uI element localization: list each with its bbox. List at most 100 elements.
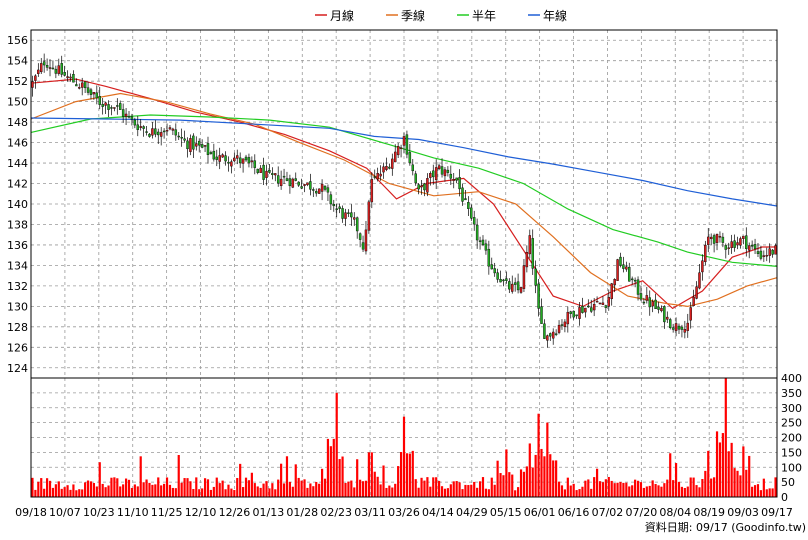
candle-body bbox=[51, 67, 55, 70]
volume-bar bbox=[391, 487, 394, 497]
volume-bar bbox=[677, 481, 681, 497]
volume-bar bbox=[467, 485, 470, 497]
candle-body bbox=[508, 281, 511, 290]
price-tick-label: 146 bbox=[7, 137, 28, 150]
candle-body bbox=[645, 295, 649, 301]
candle-body bbox=[297, 181, 300, 186]
candle-body bbox=[279, 178, 283, 187]
x-tick-label: 06/16 bbox=[558, 506, 590, 519]
x-tick-label: 05/15 bbox=[490, 506, 522, 519]
volume-bar bbox=[464, 484, 467, 497]
candle-body bbox=[259, 167, 262, 173]
candle-body bbox=[136, 124, 140, 130]
candle-body bbox=[124, 113, 128, 117]
volume-bar bbox=[478, 481, 482, 497]
x-tick-label: 11/10 bbox=[117, 506, 149, 519]
volume-bar bbox=[367, 452, 370, 497]
candle-body bbox=[244, 156, 248, 161]
candle-body bbox=[572, 310, 575, 318]
volume-tick-label: 400 bbox=[781, 372, 802, 385]
candle-body bbox=[420, 185, 423, 188]
volume-bar bbox=[704, 470, 707, 497]
x-tick-label: 04/29 bbox=[456, 506, 488, 519]
volume-bar bbox=[484, 488, 488, 497]
volume-bar bbox=[710, 478, 713, 497]
candle-body bbox=[727, 247, 730, 249]
candle-body bbox=[189, 138, 192, 152]
volume-bar bbox=[490, 477, 493, 497]
candle-body bbox=[458, 177, 461, 190]
volume-bar bbox=[598, 481, 602, 497]
candle-body bbox=[581, 305, 584, 313]
candle-body bbox=[601, 302, 605, 305]
volume-bar bbox=[473, 481, 476, 497]
candle-body bbox=[238, 157, 242, 164]
volume-bar bbox=[69, 489, 72, 497]
volume-bar bbox=[356, 459, 359, 497]
volume-bar bbox=[253, 483, 256, 497]
candle-body bbox=[707, 236, 710, 245]
candle-body bbox=[750, 245, 754, 247]
volume-bar bbox=[142, 482, 145, 497]
volume-bar bbox=[531, 467, 534, 497]
candle-body bbox=[774, 245, 777, 255]
candle-body bbox=[481, 239, 485, 245]
volume-bar bbox=[168, 484, 172, 497]
candle-body bbox=[104, 102, 107, 106]
candle-body bbox=[642, 301, 646, 304]
volume-bar bbox=[359, 479, 362, 497]
volume-bar bbox=[291, 486, 294, 497]
volume-bar bbox=[388, 485, 391, 497]
data-date-footer: 資料日期: 09/17 (Goodinfo.tw) bbox=[645, 520, 806, 534]
moving-average-line bbox=[30, 114, 778, 267]
x-tick-label: 09/18 bbox=[15, 506, 47, 519]
volume-bar bbox=[233, 490, 236, 497]
volume-bar bbox=[350, 480, 353, 497]
x-tick-label: 12/26 bbox=[219, 506, 251, 519]
volume-bar bbox=[174, 488, 177, 497]
volume-bar bbox=[557, 481, 561, 497]
legend-label: 季線 bbox=[401, 8, 425, 23]
volume-bar bbox=[192, 488, 195, 497]
volume-bar bbox=[43, 488, 46, 497]
volume-bar bbox=[639, 482, 643, 497]
volume-bar bbox=[303, 479, 306, 497]
volume-bar bbox=[399, 452, 403, 497]
volume-bar bbox=[642, 487, 645, 497]
volume-bar bbox=[127, 479, 131, 497]
candle-body bbox=[736, 242, 739, 246]
candle-body bbox=[712, 235, 716, 244]
volume-bar bbox=[654, 483, 657, 497]
volume-bar bbox=[701, 478, 704, 497]
candle-body bbox=[393, 151, 397, 163]
candle-body bbox=[72, 74, 75, 83]
candle-body bbox=[98, 96, 101, 105]
volume-bar bbox=[171, 487, 174, 497]
candle-body bbox=[317, 188, 321, 194]
x-tick-label: 12/10 bbox=[185, 506, 217, 519]
volume-bar bbox=[347, 481, 350, 497]
candle-body bbox=[434, 167, 438, 181]
volume-bar bbox=[136, 486, 139, 497]
volume-bar bbox=[657, 485, 660, 497]
candle-body bbox=[382, 166, 385, 173]
volume-bar bbox=[771, 488, 774, 497]
candle-body bbox=[332, 204, 336, 207]
volume-bar bbox=[432, 477, 435, 497]
volume-bar bbox=[274, 489, 277, 497]
candle-body bbox=[680, 326, 684, 330]
volume-bar bbox=[54, 484, 57, 497]
volume-bar bbox=[487, 489, 490, 497]
volume-bar bbox=[762, 478, 765, 497]
volume-bar bbox=[206, 479, 210, 497]
volume-bar bbox=[151, 484, 154, 497]
candle-body bbox=[771, 249, 774, 255]
volume-bar bbox=[768, 488, 771, 497]
candle-body bbox=[110, 107, 113, 109]
candle-body bbox=[42, 61, 46, 66]
candle-body bbox=[288, 178, 292, 187]
candle-body bbox=[470, 207, 473, 219]
volume-tick-label: 350 bbox=[781, 387, 802, 400]
volume-bar bbox=[628, 486, 631, 497]
candle-body bbox=[747, 245, 751, 251]
